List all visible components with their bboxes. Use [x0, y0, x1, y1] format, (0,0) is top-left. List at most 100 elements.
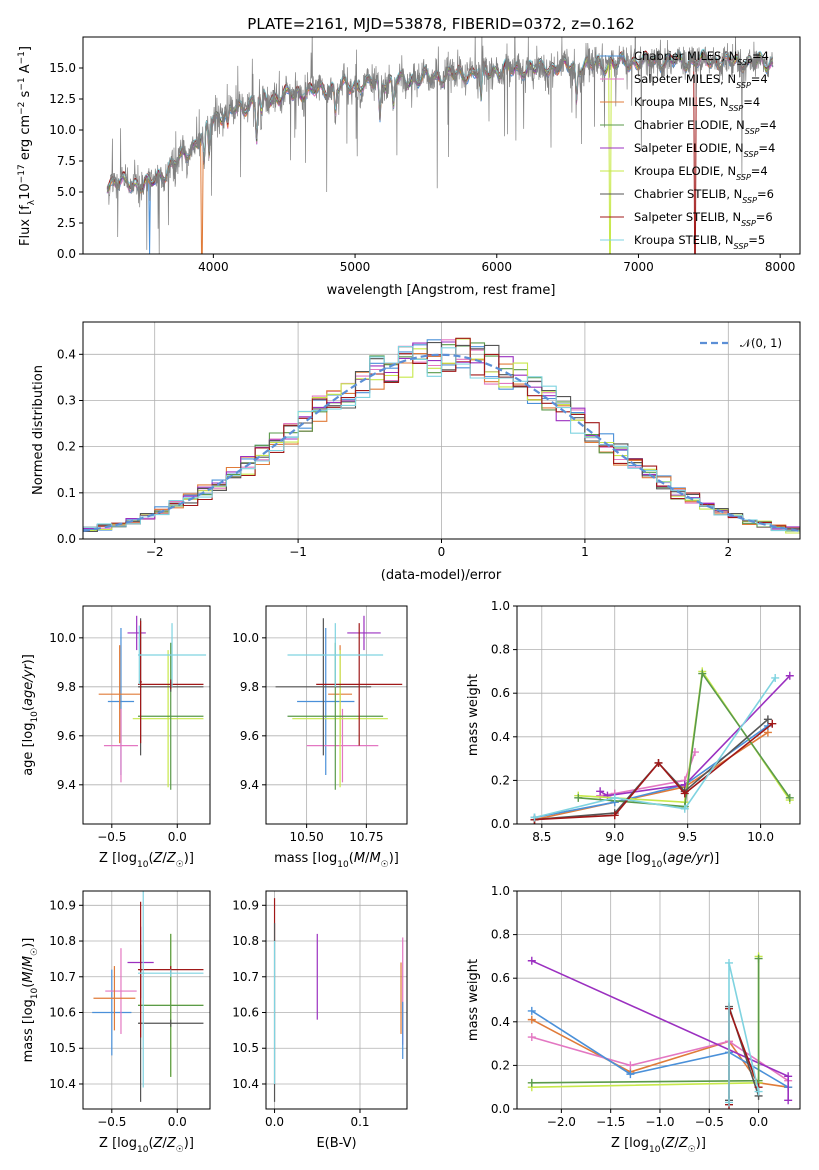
y-axis-label: Flux [fλ10−17 erg cm−2 s−1 A−1]: [17, 46, 37, 246]
x-tick-label: 10.0: [747, 830, 774, 844]
x-tick-label: 8.5: [532, 830, 551, 844]
plot-area: [106, 37, 774, 254]
y-tick-label: 0.4: [57, 347, 76, 361]
y-tick-label: 10.7: [49, 970, 76, 984]
x-axis-label: Z [log10(Z/Z☉)]: [99, 1136, 194, 1155]
y-tick-label: 9.8: [57, 680, 76, 694]
mass-weight-marker: [784, 1072, 793, 1081]
mass-weight-marker: [527, 956, 536, 965]
mass-weight-marker: [754, 1087, 763, 1096]
mass-weight-marker: [768, 719, 777, 728]
y-tick-label: 0.3: [57, 393, 76, 407]
mass-weight-marker: [680, 789, 689, 798]
y-tick-label: 7.5: [57, 154, 76, 168]
y-tick-label: 0.0: [57, 532, 76, 546]
y-tick-label: 0.6: [491, 971, 510, 985]
x-tick-label: −1.5: [596, 1115, 625, 1129]
y-tick-label: 10.4: [232, 1077, 259, 1091]
x-tick-label: −0.5: [97, 1115, 126, 1129]
x-tick-label: 0.0: [749, 1115, 768, 1129]
y-tick-label: 10.6: [49, 1006, 76, 1020]
y-tick-label: 0.4: [491, 730, 510, 744]
y-tick-label: 0.0: [491, 1102, 510, 1116]
mass-weight-marker: [680, 804, 689, 813]
axes-frame: [82, 605, 211, 825]
y-tick-label: 2.5: [57, 216, 76, 230]
y-tick-label: 0.6: [491, 686, 510, 700]
y-tick-label: 0.8: [491, 643, 510, 657]
y-tick-label: 9.4: [240, 778, 259, 792]
mass-weight-marker: [527, 1006, 536, 1015]
x-axis-label: wavelength [Angstrom, rest frame]: [327, 283, 556, 298]
mass-weight-marker: [626, 1070, 635, 1079]
y-tick-label: 10.8: [232, 934, 259, 948]
x-axis-label: Z [log10(Z/Z☉)]: [99, 851, 194, 870]
y-axis-label: mass weight: [466, 674, 481, 756]
age-vs-metallicity-panel: −0.5 0.0 9.4 9.6 9.8 10.0 Z [log10(Z/Z☉)] age […: [21, 605, 211, 870]
x-tick-label: −1: [289, 545, 307, 559]
plot-area: [83, 337, 800, 534]
plot-area: [275, 615, 403, 790]
y-axis-label: age [log10(age/yr)]: [21, 654, 40, 776]
y-tick-label: 0.8: [491, 928, 510, 942]
plot-area: [273, 898, 404, 1102]
mass-weight-line: [578, 671, 791, 808]
x-tick-label: 7000: [623, 260, 654, 274]
plot-area: [98, 615, 207, 790]
x-tick-label: 9.5: [678, 830, 697, 844]
histogram-step-line: [83, 345, 800, 532]
y-tick-label: 0.1: [57, 486, 76, 500]
y-tick-label: 9.6: [240, 729, 259, 743]
axes-frame: [516, 605, 801, 825]
y-tick-label: 10.4: [49, 1077, 76, 1091]
mass-weight-line: [599, 675, 791, 797]
mass-weight-marker: [527, 1078, 536, 1087]
mass-weight-marker: [574, 793, 583, 802]
y-tick-label: 1.0: [491, 884, 510, 898]
legend-label: Kroupa ELODIE, NSSP=4: [634, 164, 768, 182]
mass-weight-line: [534, 731, 769, 821]
mass-weight-marker: [626, 1061, 635, 1070]
x-tick-label: 10.50: [289, 830, 323, 844]
y-tick-label: 15.0: [49, 61, 76, 75]
y-tick-label: 0.0: [57, 247, 76, 261]
legend-label: Chabrier STELIB, NSSP=6: [634, 187, 774, 205]
y-tick-label: 9.6: [57, 729, 76, 743]
y-tick-label: 10.7: [232, 970, 259, 984]
y-axis-label: Normed distribution: [31, 365, 46, 495]
legend-label: Kroupa MILES, NSSP=4: [634, 95, 760, 113]
y-tick-label: 10.0: [49, 123, 76, 137]
residual-histogram-panel: −2 −1 0 1 2 0.0 0.1 0.2 0.3 0.4 𝒩(0, 1) (data-model…: [31, 321, 801, 583]
legend-label: 𝒩(0, 1): [740, 336, 782, 350]
massweight-vs-metallicity-panel: −2.0 −1.5 −1.0 −0.5 0.0 0.0 0.2 0.4 0.6 0.8 1.0 Z […: [466, 884, 801, 1155]
mass-weight-marker: [654, 758, 663, 767]
mass-weight-marker: [771, 673, 780, 682]
mass-weight-marker: [610, 811, 619, 820]
y-tick-label: 10.5: [49, 1041, 76, 1055]
y-tick-label: 10.0: [232, 631, 259, 645]
y-tick-label: 10.9: [49, 898, 76, 912]
axes-frame: [82, 890, 211, 1110]
x-tick-label: 0.0: [168, 830, 187, 844]
axes-frame: [82, 321, 801, 540]
x-tick-label: 0.0: [168, 1115, 187, 1129]
axes-frame: [265, 890, 408, 1110]
mass-vs-ebv-panel: 0.0 0.1 10.4 10.5 10.6 10.7 10.8 10.9 E(B-V): [232, 890, 408, 1151]
mass-weight-marker: [785, 793, 794, 802]
x-axis-label: E(B-V): [316, 1136, 356, 1151]
y-tick-label: 10.5: [232, 1041, 259, 1055]
x-tick-label: −0.5: [695, 1115, 724, 1129]
x-axis-label: (data-model)/error: [381, 568, 502, 583]
mass-weight-marker: [527, 1015, 536, 1024]
x-axis-label: Z [log10(Z/Z☉)]: [611, 1136, 706, 1155]
mass-weight-marker: [610, 793, 619, 802]
y-tick-label: 9.4: [57, 778, 76, 792]
y-tick-label: 1.0: [491, 599, 510, 613]
age-vs-mass-panel: 10.50 10.75 9.4 9.6 9.8 10.0 mass [log10(M/M☉)…: [232, 605, 408, 870]
y-tick-label: 5.0: [57, 185, 76, 199]
chart-title: PLATE=2161, MJD=53878, FIBERID=0372, z=0…: [247, 15, 634, 33]
plot-area: [527, 952, 793, 1109]
x-tick-label: 9.0: [605, 830, 624, 844]
mass-vs-metallicity-panel: −0.5 0.0 10.4 10.5 10.6 10.7 10.8 10.9 Z [log10(…: [21, 890, 211, 1155]
